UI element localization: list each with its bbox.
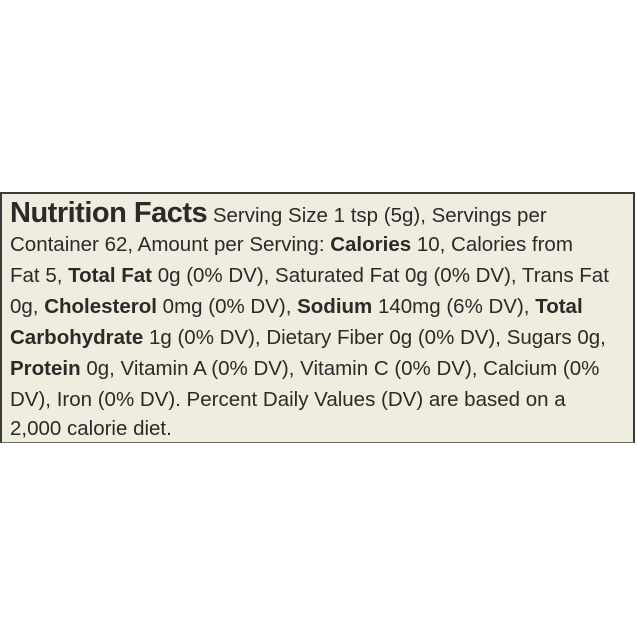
- nutrient-name: Protein: [10, 357, 81, 380]
- text-line: Fat 5, Total Fat 0g (0% DV), Saturated F…: [10, 261, 609, 291]
- text-run: 0g (0% DV), Saturated Fat 0g (0% DV), Tr…: [152, 264, 609, 287]
- text-run: DV), Iron (0% DV). Percent Daily Values …: [10, 388, 566, 411]
- text-line: 2,000 calorie diet.: [10, 414, 172, 442]
- text-run: 10, Calories from: [411, 233, 573, 256]
- text-run: 2,000 calorie diet.: [10, 417, 172, 440]
- text-line: Carbohydrate 1g (0% DV), Dietary Fiber 0…: [10, 323, 606, 353]
- text-run: Container 62, Amount per Serving:: [10, 233, 331, 256]
- text-run: 0mg (0% DV),: [156, 295, 298, 318]
- text-line: Nutrition Facts Serving Size 1 tsp (5g),…: [10, 198, 547, 228]
- nutrition-panel: Nutrition Facts Serving Size 1 tsp (5g),…: [0, 192, 635, 443]
- text-run: 0g, Vitamin A (0% DV), Vitamin C (0% DV)…: [80, 357, 600, 380]
- title: Nutrition Facts: [10, 197, 208, 229]
- nutrient-name: Cholesterol: [44, 295, 157, 318]
- text-line: 0g, Cholesterol 0mg (0% DV), Sodium 140m…: [10, 292, 583, 322]
- text-run: Fat 5,: [10, 264, 69, 287]
- text-line: Container 62, Amount per Serving: Calori…: [10, 230, 573, 260]
- nutrient-name: Sodium: [297, 295, 373, 318]
- nutrient-name: Carbohydrate: [10, 326, 144, 349]
- text-run: 0g,: [10, 295, 45, 318]
- text-run: 1g (0% DV), Dietary Fiber 0g (0% DV), Su…: [143, 326, 606, 349]
- text-line: Protein 0g, Vitamin A (0% DV), Vitamin C…: [10, 354, 599, 384]
- text-run: 140mg (6% DV),: [372, 295, 536, 318]
- text-run: Serving Size 1 tsp (5g), Servings per: [207, 204, 547, 227]
- text-line: DV), Iron (0% DV). Percent Daily Values …: [10, 385, 566, 415]
- nutrient-name: Total: [535, 295, 583, 318]
- nutrient-name: Total Fat: [68, 264, 153, 287]
- nutrient-name: Calories: [330, 233, 412, 256]
